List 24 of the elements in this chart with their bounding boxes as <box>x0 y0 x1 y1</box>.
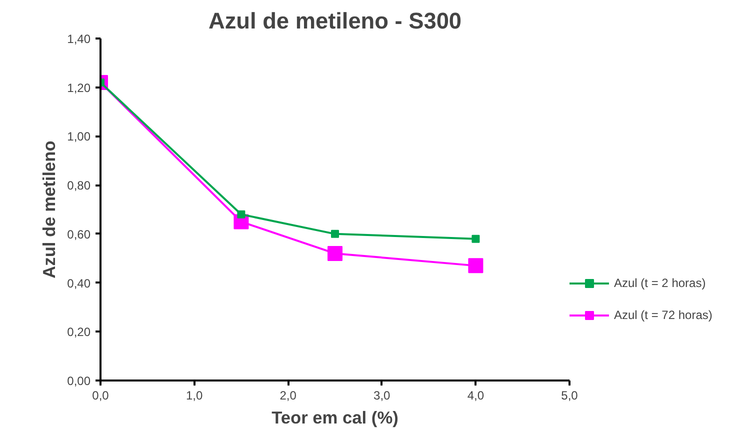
legend-label: Azul (t = 2 horas) <box>614 276 706 290</box>
y-tick-label: 1,00 <box>67 130 91 144</box>
x-tick-label: 5,0 <box>561 388 578 402</box>
y-tick-label: 0,60 <box>67 227 91 242</box>
point <box>472 234 480 243</box>
point <box>331 230 339 238</box>
point <box>328 246 342 261</box>
y-tick-label: 1,40 <box>67 32 91 46</box>
chart-title: Azul de metileno - S300 <box>208 8 462 34</box>
x-tick-label: 4,0 <box>467 388 484 402</box>
y-axis-title: Azul de metileno <box>39 140 60 278</box>
x-tick-label: 1,0 <box>186 388 203 402</box>
y-tick-label: 1,20 <box>67 80 91 95</box>
y-tick-label: 0,40 <box>67 276 91 290</box>
x-axis-title: Teor em cal (%) <box>272 408 398 428</box>
legend-label: Azul (t = 72 horas) <box>614 308 712 322</box>
y-tick-label: 0,20 <box>67 325 91 340</box>
y-tick-label: 0,00 <box>67 374 91 388</box>
x-tick-label: 0,0 <box>92 388 110 402</box>
point <box>468 258 484 274</box>
y-tick-label: 0,80 <box>67 178 91 193</box>
point <box>237 210 246 218</box>
x-tick-label: 2,0 <box>280 388 297 402</box>
x-tick-label: 3,0 <box>374 388 391 402</box>
